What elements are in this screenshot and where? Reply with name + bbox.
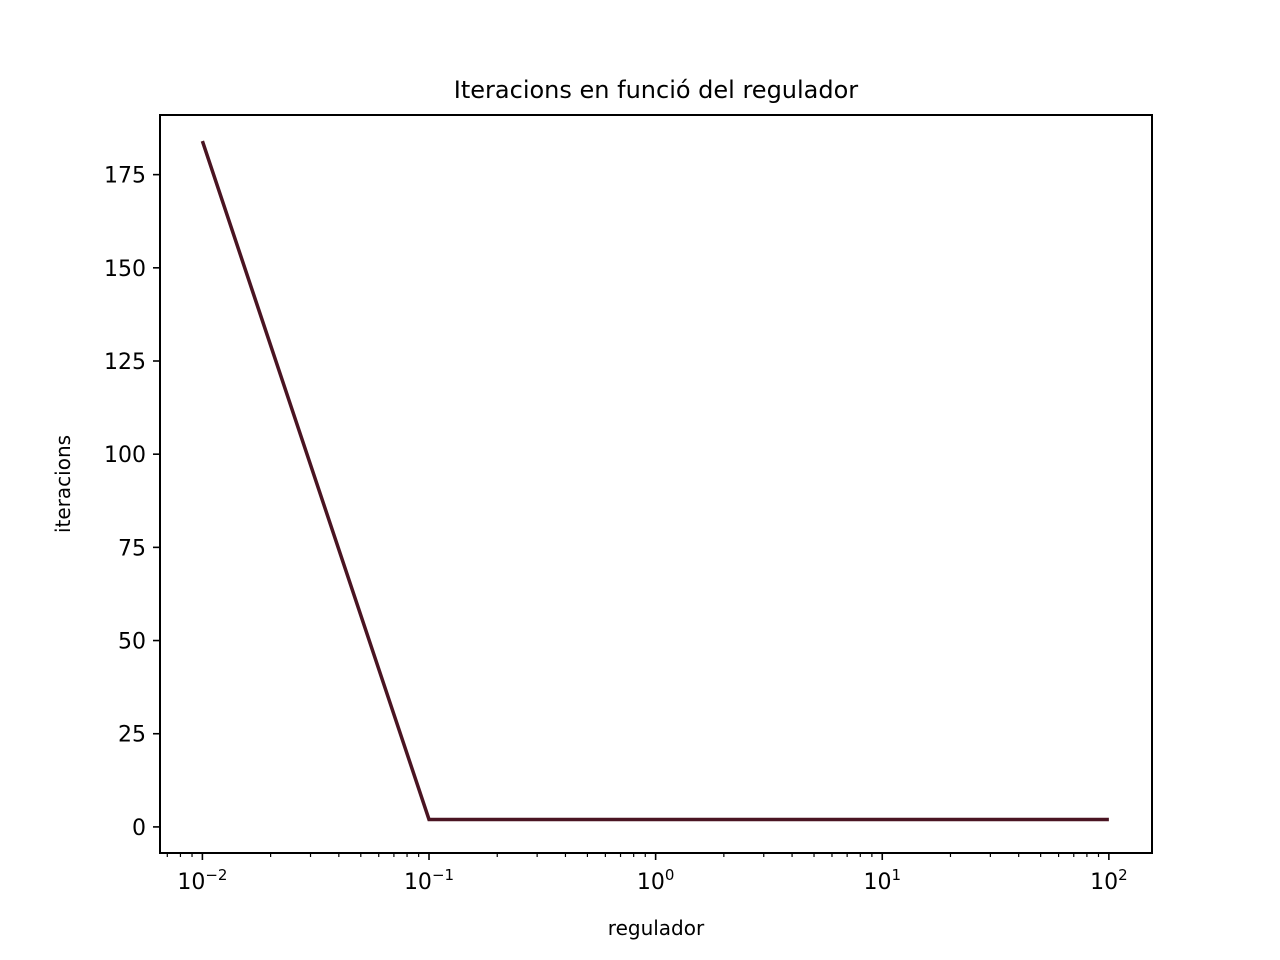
x-tick-label: 10−1 xyxy=(404,866,454,895)
y-tick-label: 75 xyxy=(118,536,146,561)
y-tick-label: 100 xyxy=(104,443,146,468)
y-tick-label: 50 xyxy=(118,630,146,655)
y-tick-label: 125 xyxy=(104,350,146,375)
x-axis: 10−2 10−1 100 101 102 xyxy=(166,853,1128,895)
x-tick-label: 101 xyxy=(863,866,901,895)
y-axis-label: iteracions xyxy=(51,435,75,533)
x-axis-label: regulador xyxy=(608,916,705,940)
y-tick-label: 25 xyxy=(118,723,146,748)
y-tick-label: 150 xyxy=(104,257,146,282)
y-tick-label: 175 xyxy=(104,164,146,189)
axes-frame xyxy=(159,114,1153,854)
x-tick-label: 102 xyxy=(1090,866,1128,895)
x-tick-label: 100 xyxy=(637,866,675,895)
series-line-0 xyxy=(200,140,1109,822)
plot-area xyxy=(200,140,1109,822)
y-axis: 0 25 50 75 100 125 150 175 xyxy=(104,164,160,841)
chart-title: Iteracions en funció del regulador xyxy=(454,76,859,104)
x-tick-label: 10−2 xyxy=(177,866,227,895)
y-tick-label: 0 xyxy=(132,816,146,841)
